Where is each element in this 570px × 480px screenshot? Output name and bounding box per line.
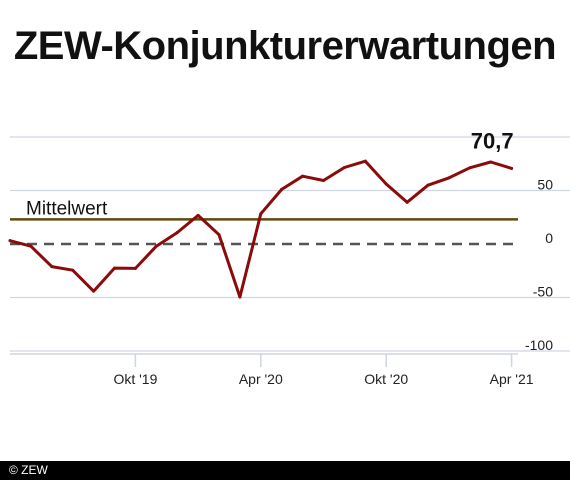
data-point xyxy=(447,176,451,180)
y-tick-label: 0 xyxy=(545,230,553,246)
data-point xyxy=(29,244,33,248)
y-tick-label: -100 xyxy=(525,337,553,353)
data-point xyxy=(175,231,179,235)
footer-bar: © ZEW xyxy=(0,461,570,480)
end-value-label: 70,7 xyxy=(471,128,514,153)
data-point xyxy=(405,200,409,204)
data-point xyxy=(301,174,305,178)
data-point xyxy=(322,179,325,183)
mean-line-label: Mittelwert xyxy=(26,198,108,219)
data-point xyxy=(8,239,12,243)
data-point xyxy=(280,187,284,191)
x-axis xyxy=(10,353,518,367)
copyright-text: © ZEW xyxy=(9,463,48,477)
x-tick-label: Apr '21 xyxy=(490,371,534,387)
data-point xyxy=(196,213,200,217)
x-tick-label: Okt '19 xyxy=(113,371,157,387)
x-tick-label: Apr '20 xyxy=(239,371,283,387)
data-point xyxy=(217,233,221,237)
data-point xyxy=(489,160,493,164)
y-tick-label: -50 xyxy=(533,284,553,300)
data-point xyxy=(426,183,430,187)
data-point xyxy=(50,265,54,269)
data-point xyxy=(468,166,472,170)
data-point xyxy=(384,182,388,186)
chart-title: ZEW-Konjunkturerwartungen xyxy=(13,24,557,68)
reference-lines xyxy=(10,218,518,246)
data-point xyxy=(259,212,263,216)
data-point xyxy=(154,244,158,248)
data-point xyxy=(92,289,96,293)
data-point xyxy=(342,165,346,169)
data-point xyxy=(363,159,367,163)
grid-lines xyxy=(10,136,570,352)
data-point xyxy=(71,268,75,272)
data-point xyxy=(113,266,116,270)
labels: 50 0 -50 -100 Mittelwert Okt '19 Apr '20 Okt '2… xyxy=(26,128,553,387)
series-line xyxy=(8,159,514,299)
data-point xyxy=(133,266,137,270)
series-line-group xyxy=(8,159,514,299)
x-tick-label: Okt '20 xyxy=(364,371,408,387)
data-point xyxy=(510,166,514,170)
y-tick-label: 50 xyxy=(537,177,553,193)
data-point xyxy=(238,295,242,299)
